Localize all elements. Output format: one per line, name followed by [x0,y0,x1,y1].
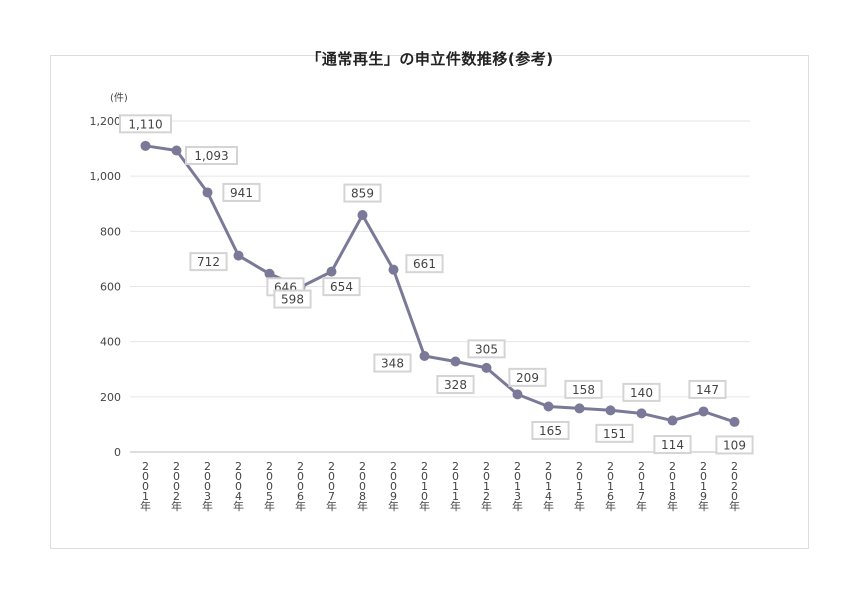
chart-frame [50,55,809,549]
data-point [450,356,461,367]
svg-text:654: 654 [330,280,353,294]
y-tick-label: 1,200 [90,115,122,128]
svg-text:598: 598 [281,293,304,307]
data-point [667,415,678,426]
data-point [605,405,616,416]
svg-text:1,110: 1,110 [128,117,162,131]
data-label: 661 [405,254,444,274]
y-tick-label: 400 [100,336,121,349]
data-point [202,187,213,198]
svg-text:158: 158 [572,383,595,397]
data-label: 114 [653,435,692,455]
svg-text:305: 305 [475,342,498,356]
svg-text:147: 147 [696,383,719,397]
y-tick-label: 200 [100,391,121,404]
data-label: 158 [564,379,603,399]
data-label: 147 [688,379,727,399]
data-label: 859 [343,183,382,203]
data-label: 654 [322,277,361,297]
data-point [171,145,182,156]
data-label: 109 [715,435,754,455]
svg-text:114: 114 [661,438,684,452]
data-point [388,264,399,275]
y-tick-label: 1,000 [90,170,122,183]
svg-text:165: 165 [539,424,562,438]
svg-text:109: 109 [723,438,746,452]
y-tick-label: 600 [100,281,121,294]
data-point [698,406,709,417]
data-point [574,403,585,414]
y-tick-label: 800 [100,225,121,238]
data-point [140,140,151,151]
data-label: 941 [222,182,261,202]
data-label: 209 [508,367,547,387]
data-point [636,408,647,419]
data-label: 165 [531,420,570,440]
data-label: 1,110 [119,114,172,134]
data-label: 348 [373,353,412,373]
svg-text:712: 712 [197,255,220,269]
data-point [481,362,492,373]
svg-text:209: 209 [516,371,539,385]
svg-text:941: 941 [230,186,253,200]
svg-text:151: 151 [603,427,626,441]
data-point [264,268,275,279]
data-point [419,351,430,362]
svg-text:859: 859 [351,187,374,201]
y-tick-label: 0 [114,446,121,459]
data-point [729,416,740,427]
svg-text:348: 348 [381,357,404,371]
data-label: 598 [273,289,312,309]
svg-text:328: 328 [444,378,467,392]
y-axis-unit: (件) [110,92,128,104]
data-point [512,389,523,400]
data-point [233,250,244,261]
data-label: 1,093 [185,146,238,166]
data-point [543,401,554,412]
data-label: 151 [595,423,634,443]
svg-text:1,093: 1,093 [194,149,228,163]
data-label: 305 [467,339,506,359]
svg-text:661: 661 [413,257,436,271]
data-label: 328 [436,375,475,395]
series-line [145,144,735,424]
data-label: 712 [189,252,228,272]
chart-title: 「通常再生」の申立件数推移(参考) [306,50,554,68]
data-point [326,266,337,277]
data-point [357,210,368,221]
svg-text:140: 140 [630,386,653,400]
data-label: 140 [622,382,661,402]
